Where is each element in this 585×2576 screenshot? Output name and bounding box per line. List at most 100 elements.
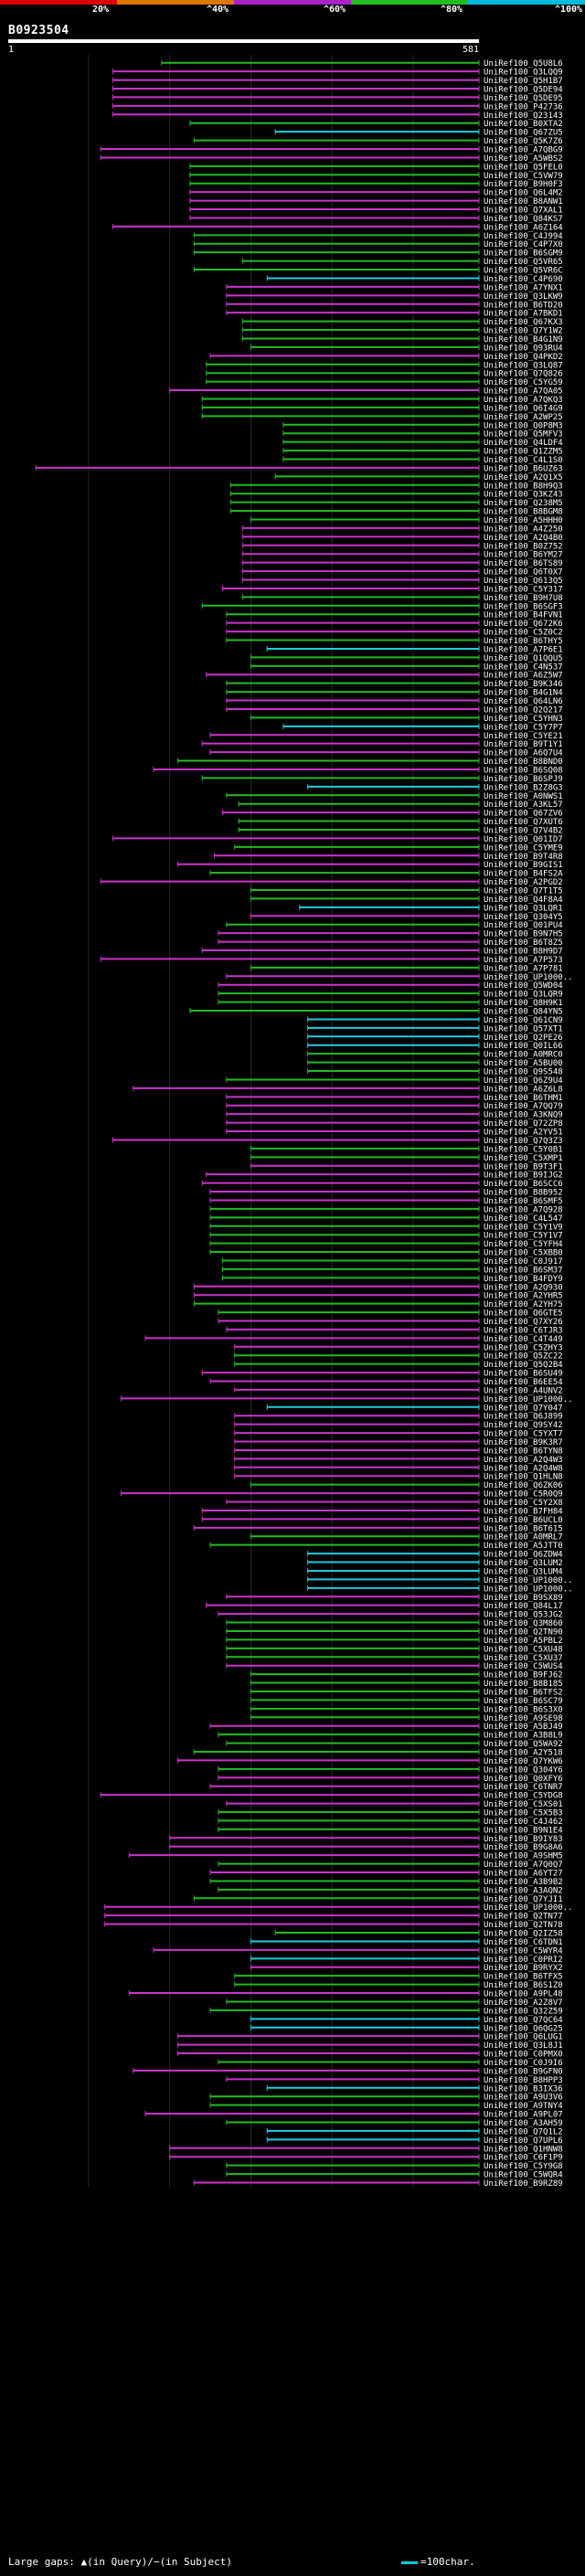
hit-label[interactable]: UniRef100_UP1000.. <box>484 1585 573 1594</box>
hit-row[interactable]: UniRef100_B6TFX5 <box>234 1973 563 1982</box>
hit-label[interactable]: UniRef100_A5BU00 <box>484 1059 563 1068</box>
hit-row[interactable]: UniRef100_C5YE21 <box>209 732 563 741</box>
hit-row[interactable]: UniRef100_Q5WA92 <box>226 1740 563 1749</box>
hit-row[interactable]: UniRef100_C5Y317 <box>221 585 563 594</box>
hit-row[interactable]: UniRef100_A2Q1X5 <box>274 473 563 482</box>
hit-label[interactable]: UniRef100_C5Y317 <box>484 585 563 594</box>
hit-row[interactable]: UniRef100_Q6L4M2 <box>189 189 563 198</box>
hit-row[interactable]: UniRef100_A6Q7U4 <box>209 749 563 758</box>
hit-label[interactable]: UniRef100_B6TS89 <box>484 559 563 568</box>
hit-label[interactable]: UniRef100_B6THM1 <box>484 1094 563 1103</box>
hit-row[interactable]: UniRef100_B6SQ08 <box>153 766 563 775</box>
hit-row[interactable]: UniRef100_UP1000.. <box>104 1903 573 1913</box>
hit-row[interactable]: UniRef100_Q0IL66 <box>307 1042 563 1051</box>
hit-label[interactable]: UniRef100_B4FVN1 <box>484 611 563 620</box>
hit-label[interactable]: UniRef100_Q7Q3Z3 <box>484 1137 563 1146</box>
hit-label[interactable]: UniRef100_C5XBB0 <box>484 1249 563 1258</box>
hit-row[interactable]: UniRef100_A2WP25 <box>201 413 563 422</box>
hit-row[interactable]: UniRef100_Q3LKW9 <box>226 292 563 302</box>
hit-label[interactable]: UniRef100_Q5H1B7 <box>484 77 563 86</box>
hit-label[interactable]: UniRef100_Q1HLN8 <box>484 1473 563 1482</box>
hit-label[interactable]: UniRef100_Q32Z59 <box>484 2007 563 2016</box>
hit-label[interactable]: UniRef100_C5X5B3 <box>484 1809 563 1818</box>
hit-row[interactable]: UniRef100_B6TFS2 <box>250 1688 563 1697</box>
hit-row[interactable]: UniRef100_B6S1Z0 <box>234 1981 563 1990</box>
hit-label[interactable]: UniRef100_Q01ID7 <box>484 835 563 844</box>
hit-label[interactable]: UniRef100_A2Z8V7 <box>484 1998 563 2008</box>
hit-label[interactable]: UniRef100_B9K3R7 <box>484 1438 563 1447</box>
hit-label[interactable]: UniRef100_B6T8Z5 <box>484 938 563 948</box>
hit-row[interactable]: UniRef100_C4L1S0 <box>282 456 563 465</box>
hit-row[interactable]: UniRef100_C5XS01 <box>226 1800 563 1809</box>
hit-label[interactable]: UniRef100_A3AQN2 <box>484 1886 563 1895</box>
hit-row[interactable]: UniRef100_Q2TN77 <box>104 1913 563 1922</box>
hit-label[interactable]: UniRef100_C4L547 <box>484 1214 563 1224</box>
hit-label[interactable]: UniRef100_Q3LQ87 <box>484 361 563 370</box>
hit-row[interactable]: UniRef100_C5Y2X8 <box>226 1499 563 1508</box>
hit-row[interactable]: UniRef100_Q6Z9U4 <box>226 1076 563 1086</box>
hit-row[interactable]: UniRef100_C4T449 <box>144 1335 563 1344</box>
hit-label[interactable]: UniRef100_Q67KX3 <box>484 318 563 327</box>
hit-label[interactable]: UniRef100_A2Q4W3 <box>484 1456 563 1465</box>
hit-row[interactable]: UniRef100_B6UCL0 <box>201 1516 563 1525</box>
hit-row[interactable]: UniRef100_Q5VR6C <box>193 267 563 276</box>
hit-row[interactable]: UniRef100_Q2TN90 <box>226 1627 563 1637</box>
hit-label[interactable]: UniRef100_C4J462 <box>484 1818 563 1827</box>
hit-label[interactable]: UniRef100_Q5MFV3 <box>484 430 563 440</box>
hit-label[interactable]: UniRef100_B9IY83 <box>484 1835 563 1844</box>
hit-row[interactable]: UniRef100_B6SC79 <box>250 1697 563 1706</box>
hit-row[interactable]: UniRef100_B8B185 <box>250 1680 563 1689</box>
hit-row[interactable]: UniRef100_Q0P8M3 <box>282 421 563 430</box>
hit-row[interactable]: UniRef100_C4N537 <box>250 663 563 672</box>
hit-label[interactable]: UniRef100_Q93RU4 <box>484 344 563 353</box>
hit-label[interactable]: UniRef100_C5VW79 <box>484 172 563 181</box>
hit-row[interactable]: UniRef100_C5WYR4 <box>153 1946 563 1956</box>
hit-label[interactable]: UniRef100_Q3LQR1 <box>484 904 563 913</box>
hit-label[interactable]: UniRef100_Q84L17 <box>484 1602 563 1611</box>
hit-row[interactable]: UniRef100_Q5DE94 <box>112 86 563 95</box>
hit-label[interactable]: UniRef100_A7QA05 <box>484 387 563 397</box>
hit-row[interactable]: UniRef100_A2Q4W3 <box>234 1456 563 1465</box>
hit-label[interactable]: UniRef100_B9H0F3 <box>484 180 563 189</box>
hit-label[interactable]: UniRef100_A6Z164 <box>484 223 563 232</box>
hit-row[interactable]: UniRef100_C5YG59 <box>206 378 563 387</box>
hit-label[interactable]: UniRef100_Q64LN6 <box>484 697 563 706</box>
hit-row[interactable]: UniRef100_A6Z6L8 <box>133 1085 563 1094</box>
hit-row[interactable]: UniRef100_A7Q0Q7 <box>218 1860 563 1870</box>
hit-label[interactable]: UniRef100_Q1QQU5 <box>484 654 563 663</box>
hit-row[interactable]: UniRef100_Q7Y1W2 <box>242 327 563 336</box>
hit-label[interactable]: UniRef100_A9SHM5 <box>484 1852 563 1861</box>
hit-label[interactable]: UniRef100_A0MRC0 <box>484 1051 563 1060</box>
hit-row[interactable]: UniRef100_Q5K7Z6 <box>193 137 563 146</box>
hit-label[interactable]: UniRef100_Q7V4B2 <box>484 826 563 835</box>
hit-label[interactable]: UniRef100_C5YFH4 <box>484 1240 563 1249</box>
hit-row[interactable]: UniRef100_P42736 <box>112 102 563 111</box>
hit-row[interactable]: UniRef100_A2PGD2 <box>100 878 563 887</box>
hit-row[interactable]: UniRef100_Q5ZC22 <box>234 1352 563 1362</box>
hit-label[interactable]: UniRef100_B9FJ62 <box>484 1671 563 1680</box>
hit-label[interactable]: UniRef100_Q2TN78 <box>484 1921 563 1930</box>
hit-row[interactable]: UniRef100_Q7V4B2 <box>238 826 563 835</box>
hit-row[interactable]: UniRef100_A7P6E1 <box>266 645 563 654</box>
hit-label[interactable]: UniRef100_C5WUS4 <box>484 1662 563 1671</box>
hit-label[interactable]: UniRef100_Q3LQR9 <box>484 991 563 1000</box>
hit-label[interactable]: UniRef100_Q3M860 <box>484 1619 563 1628</box>
hit-label[interactable]: UniRef100_A9PL07 <box>484 2111 563 2120</box>
hit-row[interactable]: UniRef100_A3B8L9 <box>218 1732 563 1741</box>
hit-row[interactable]: UniRef100_A6YT27 <box>209 1870 563 1879</box>
hit-label[interactable]: UniRef100_Q53JG2 <box>484 1611 563 1620</box>
hit-label[interactable]: UniRef100_C5YXT7 <box>484 1430 563 1439</box>
hit-row[interactable]: UniRef100_C4P690 <box>266 275 563 284</box>
hit-label[interactable]: UniRef100_Q5WA92 <box>484 1740 563 1749</box>
hit-label[interactable]: UniRef100_A7YNX1 <box>484 283 563 292</box>
hit-label[interactable]: UniRef100_B4G1N9 <box>484 335 563 345</box>
hit-row[interactable]: UniRef100_A4UNV2 <box>234 1386 563 1395</box>
hit-row[interactable]: UniRef100_A5JTT0 <box>209 1542 563 1551</box>
hit-label[interactable]: UniRef100_B4G1N4 <box>484 689 563 698</box>
hit-label[interactable]: UniRef100_Q5DE95 <box>484 94 563 103</box>
hit-label[interactable]: UniRef100_B9H7U8 <box>484 594 563 603</box>
hit-label[interactable]: UniRef100_Q7Y047 <box>484 1404 563 1413</box>
hit-label[interactable]: UniRef100_Q2TN77 <box>484 1913 563 1922</box>
hit-row[interactable]: UniRef100_Q23143 <box>112 111 563 121</box>
hit-label[interactable]: UniRef100_B8B185 <box>484 1680 563 1689</box>
